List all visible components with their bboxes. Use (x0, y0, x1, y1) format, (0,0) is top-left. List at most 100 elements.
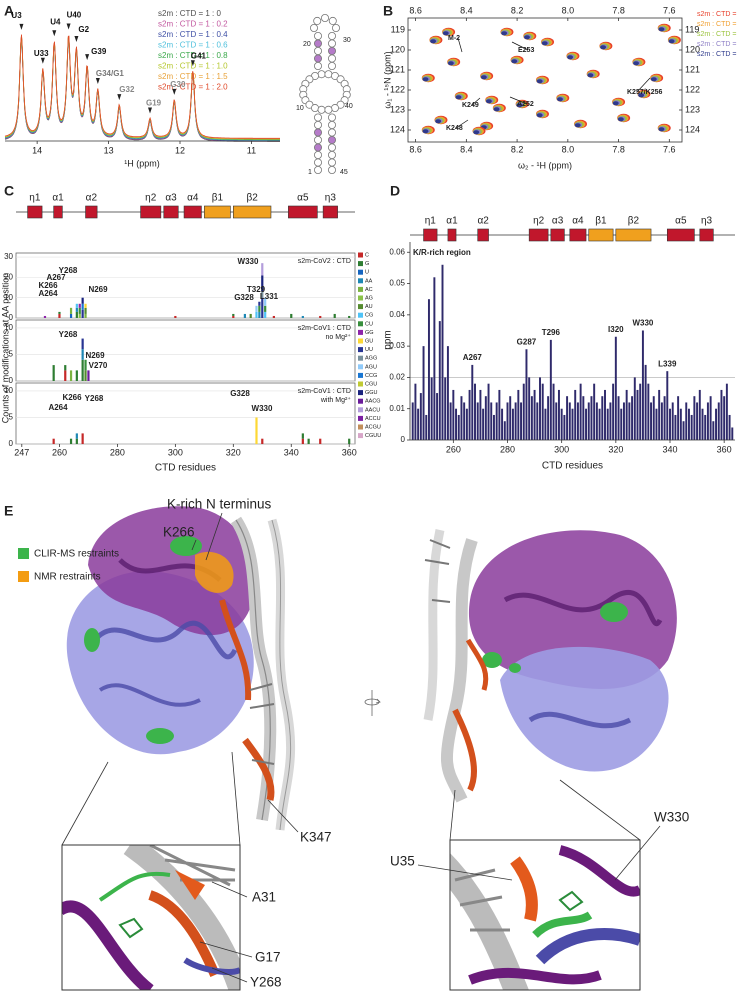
protein-structure-right (509, 663, 521, 673)
label-arrow (511, 41, 529, 51)
x-tick-label: 7.8 (612, 144, 625, 154)
bar (614, 336, 617, 440)
bar-segment (69, 438, 73, 444)
bar (414, 383, 417, 440)
bar-segment (84, 359, 87, 371)
bar-segment (81, 338, 84, 350)
bar-segment (264, 305, 267, 312)
bar (595, 402, 598, 440)
bar-segment (319, 315, 322, 318)
rna-nucleotide (327, 143, 336, 152)
legend-label: G (365, 261, 369, 267)
peak (442, 31, 449, 36)
bar (525, 349, 528, 440)
peak (455, 95, 462, 100)
ss-label: α1 (52, 193, 64, 204)
structure-label: U35 (390, 854, 415, 869)
peak (574, 123, 581, 128)
bar-segment (301, 315, 304, 318)
legend-label: CG (365, 313, 373, 319)
y-tick-label: 30 (4, 252, 13, 261)
legend-label: s2m : CTD = 0 : 1 (697, 11, 738, 18)
bar (606, 408, 609, 440)
bar-segment (261, 275, 264, 292)
protein-structure-left (219, 599, 252, 701)
legend-label: s2m : CTD = 1 : 0.6 (158, 41, 228, 50)
rna-nucleotide (313, 121, 322, 130)
x-tick-label: 7.6 (663, 5, 676, 15)
ss-element (233, 205, 272, 219)
bar (560, 408, 563, 440)
ss-label: β2 (628, 216, 640, 227)
bar-segment (272, 315, 275, 318)
bar (682, 421, 685, 440)
bar (495, 402, 498, 440)
ss-label: β2 (246, 193, 258, 204)
residue-annotation: A267 (46, 273, 66, 282)
legend-label: s2m : CTD = 1 : 2.0 (158, 83, 228, 92)
leader-line (191, 539, 197, 551)
label-arrow (471, 97, 481, 106)
bar (422, 346, 425, 440)
ss-label: η2 (145, 193, 157, 204)
x-tick-label: 8.2 (511, 5, 524, 15)
bar-segment (232, 315, 235, 318)
peak (658, 127, 665, 132)
bar (436, 393, 439, 440)
bar (419, 393, 422, 440)
legend-swatch (358, 372, 363, 378)
legend-label: CGU (365, 381, 377, 387)
bar-segment (261, 263, 264, 276)
peak-arrow (95, 77, 100, 84)
panel-label: A (4, 3, 14, 19)
peak-label: E253 (518, 47, 534, 54)
bar (696, 402, 699, 440)
peak-arrow (74, 35, 79, 42)
peak-arrow (40, 57, 45, 64)
zoom-inset-left (175, 870, 205, 900)
protein-structure-right (440, 538, 478, 803)
bar (731, 427, 734, 440)
peak-label: G34/G1 (96, 69, 125, 78)
y-tick-label: 124 (685, 124, 700, 134)
bar (503, 421, 506, 440)
legend-swatch (358, 269, 363, 275)
peak-label: G41 (191, 51, 207, 60)
rna-nucleotide (330, 104, 339, 113)
bar-segment (249, 313, 252, 318)
bar-segment (261, 438, 264, 444)
legend-label: AA (365, 278, 373, 284)
legend-swatch (358, 338, 363, 344)
peak-label: U33 (34, 49, 49, 58)
panel-label: C (4, 183, 14, 199)
bar (712, 421, 715, 440)
bar-segment (348, 315, 351, 318)
x-tick-label: 300 (554, 444, 569, 454)
legend-label: s2m : CTD = 0.02 : 1 (697, 31, 738, 38)
zoom-inset-left (183, 957, 240, 975)
bar (468, 389, 471, 440)
x-tick-label: 320 (226, 447, 241, 457)
y-tick-label: 120 (685, 44, 700, 54)
peak-label: G2 (78, 25, 89, 34)
legend-swatch (18, 548, 29, 559)
y-tick-label: 124 (390, 124, 405, 134)
ss-element (183, 205, 202, 219)
y-tick-label: 122 (685, 84, 700, 94)
peak-label: G32 (119, 85, 135, 94)
x-tick-label: 13 (104, 145, 114, 155)
bar-segment (84, 303, 87, 308)
peak-label: K248 (446, 125, 463, 132)
y-tick-label: 10 (4, 293, 13, 302)
bar (704, 414, 707, 440)
x-tick-label: 360 (342, 447, 357, 457)
residue-annotation: N269 (85, 351, 105, 360)
legend-swatch (358, 398, 363, 404)
y-tick-label: 0.05 (389, 279, 405, 288)
y-tick-label: 0 (9, 376, 14, 385)
legend-label: AGU (365, 364, 377, 370)
bar (484, 396, 487, 440)
y-axis-label: ppm (383, 330, 394, 349)
bar (557, 389, 560, 440)
